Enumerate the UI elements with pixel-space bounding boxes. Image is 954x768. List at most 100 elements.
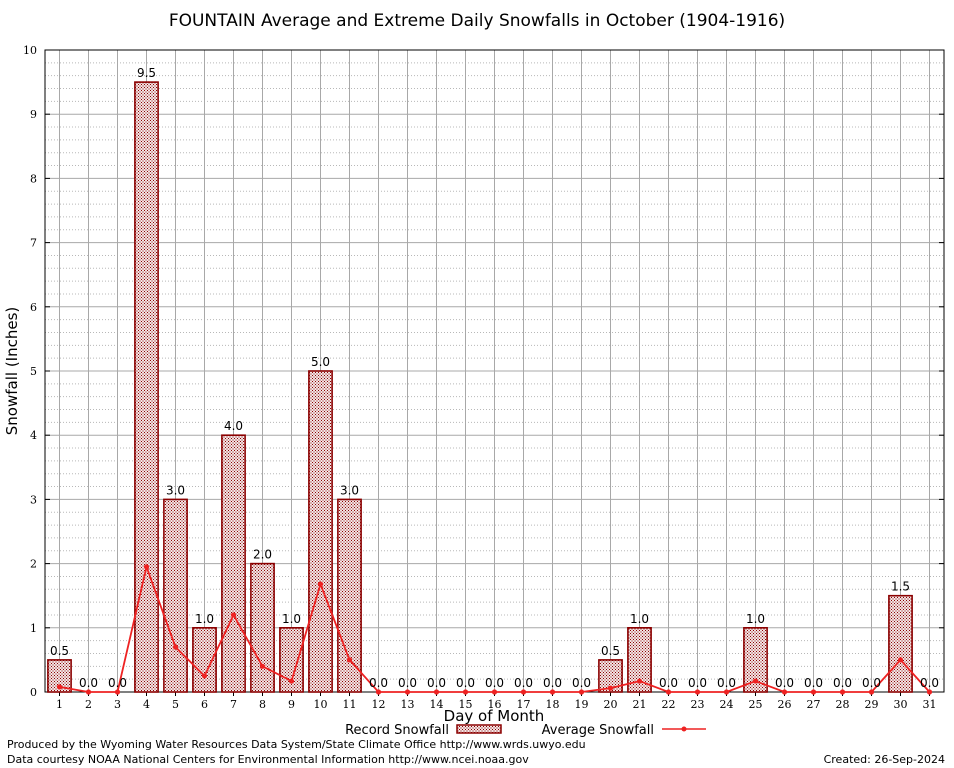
bar-value-label: 0.0 bbox=[572, 676, 591, 690]
bar-value-label: 0.0 bbox=[369, 676, 388, 690]
record-bar bbox=[163, 498, 188, 693]
average-point bbox=[868, 689, 875, 695]
x-tick-label: 3 bbox=[114, 698, 121, 711]
average-point bbox=[694, 689, 701, 695]
y-tick-label: 8 bbox=[30, 172, 37, 185]
x-tick-label: 31 bbox=[923, 698, 937, 711]
y-axis-label: Snowfall (Inches) bbox=[3, 307, 21, 435]
bar-value-label: 0.0 bbox=[775, 676, 794, 690]
average-point bbox=[491, 689, 498, 695]
x-tick-label: 26 bbox=[778, 698, 792, 711]
x-tick-label: 12 bbox=[372, 698, 386, 711]
x-tick-label: 20 bbox=[604, 698, 618, 711]
y-tick-label: 7 bbox=[30, 237, 37, 250]
x-tick-label: 10 bbox=[314, 698, 328, 711]
bar-value-label: 0.0 bbox=[659, 676, 678, 690]
record-bar bbox=[279, 626, 304, 693]
legend-record-swatch bbox=[456, 724, 502, 734]
y-tick-label: 5 bbox=[30, 365, 37, 378]
average-point bbox=[462, 689, 469, 695]
average-point bbox=[433, 689, 440, 695]
average-point bbox=[636, 678, 643, 684]
legend: Record Snowfall Average Snowfall bbox=[345, 723, 706, 738]
x-tick-label: 16 bbox=[488, 698, 502, 711]
x-tick-label: 24 bbox=[720, 698, 734, 711]
y-tick-label: 10 bbox=[23, 44, 37, 57]
average-point bbox=[781, 689, 788, 695]
record-bar bbox=[308, 370, 333, 693]
bar-value-label: 0.0 bbox=[804, 676, 823, 690]
y-tick-label: 3 bbox=[30, 493, 37, 506]
bar-value-label: 3.0 bbox=[166, 483, 185, 497]
average-point bbox=[520, 689, 527, 695]
bar-value-label: 0.0 bbox=[717, 676, 736, 690]
bar-value-label: 0.0 bbox=[398, 676, 417, 690]
bar-value-label: 5.0 bbox=[311, 355, 330, 369]
bar-value-label: 3.0 bbox=[340, 483, 359, 497]
record-bar bbox=[598, 659, 623, 693]
record-bar bbox=[888, 594, 913, 693]
record-bar bbox=[337, 498, 362, 693]
y-axis-ticks: 0 1 2 3 4 5 6 7 8 9 10 bbox=[23, 44, 944, 699]
footer-data-source: Data courtesy NOAA National Centers for … bbox=[7, 753, 529, 766]
record-bar bbox=[250, 562, 275, 693]
average-point bbox=[230, 612, 237, 618]
x-tick-label: 27 bbox=[807, 698, 821, 711]
average-point bbox=[201, 673, 208, 679]
bar-value-label: 4.0 bbox=[224, 419, 243, 433]
x-tick-label: 19 bbox=[575, 698, 589, 711]
legend-average-marker bbox=[681, 726, 687, 732]
record-bar bbox=[743, 626, 768, 693]
average-point bbox=[723, 689, 730, 695]
y-tick-label: 1 bbox=[30, 622, 37, 635]
bar-value-label: 0.5 bbox=[50, 644, 69, 658]
x-tick-label: 23 bbox=[691, 698, 705, 711]
record-bar bbox=[47, 659, 72, 693]
average-point bbox=[578, 689, 585, 695]
legend-record-label: Record Snowfall bbox=[345, 723, 449, 738]
x-tick-label: 28 bbox=[836, 698, 850, 711]
average-point bbox=[346, 657, 353, 663]
x-tick-label: 11 bbox=[343, 698, 357, 711]
x-tick-label: 14 bbox=[430, 698, 444, 711]
bar-value-label: 9.5 bbox=[137, 66, 156, 80]
record-bar bbox=[192, 626, 217, 693]
average-point bbox=[288, 678, 295, 684]
x-tick-label: 15 bbox=[459, 698, 473, 711]
average-point bbox=[114, 689, 121, 695]
bar-value-label: 1.0 bbox=[195, 612, 214, 626]
bar-value-label: 1.0 bbox=[746, 612, 765, 626]
x-tick-label: 2 bbox=[85, 698, 92, 711]
bar-value-label: 1.0 bbox=[630, 612, 649, 626]
record-snowfall-bars bbox=[47, 81, 913, 693]
average-point bbox=[665, 689, 672, 695]
x-tick-label: 17 bbox=[517, 698, 531, 711]
average-point bbox=[259, 663, 266, 669]
x-tick-label: 18 bbox=[546, 698, 560, 711]
average-point bbox=[810, 689, 817, 695]
x-tick-label: 5 bbox=[172, 698, 179, 711]
x-tick-label: 9 bbox=[288, 698, 295, 711]
footer-created: Created: 26-Sep-2024 bbox=[824, 753, 945, 766]
y-tick-label: 6 bbox=[30, 301, 37, 314]
y-tick-label: 9 bbox=[30, 108, 37, 121]
x-tick-label: 25 bbox=[749, 698, 763, 711]
record-bar bbox=[627, 626, 652, 693]
average-point bbox=[752, 678, 759, 684]
x-axis-ticks: 1 2 3 4 5 6 7 8 9 10 11 12 13 14 15 16 17 18 19 20 21 22 23 24 2… bbox=[56, 692, 937, 711]
chart-title: FOUNTAIN Average and Extreme Daily Snowf… bbox=[169, 11, 785, 31]
x-tick-label: 1 bbox=[56, 698, 63, 711]
average-point bbox=[607, 685, 614, 691]
y-tick-label: 4 bbox=[30, 429, 37, 442]
average-point bbox=[56, 684, 63, 690]
bar-value-label: 0.0 bbox=[833, 676, 852, 690]
x-axis-label: Day of Month bbox=[444, 707, 545, 725]
y-tick-label: 2 bbox=[30, 558, 37, 571]
x-tick-label: 29 bbox=[865, 698, 879, 711]
average-point bbox=[85, 689, 92, 695]
bar-value-label: 0.0 bbox=[108, 676, 127, 690]
x-tick-label: 21 bbox=[633, 698, 647, 711]
bar-value-label: 0.0 bbox=[688, 676, 707, 690]
average-point bbox=[317, 581, 324, 587]
